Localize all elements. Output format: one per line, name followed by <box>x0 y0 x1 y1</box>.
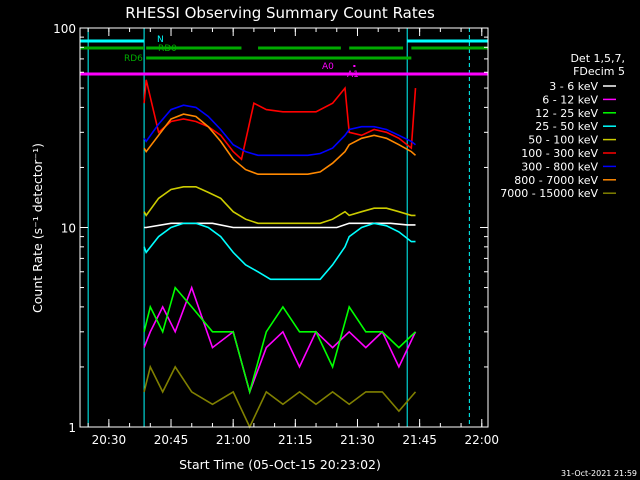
series-line-12-25-kev <box>143 285 417 395</box>
x-tick-label: 21:30 <box>340 433 375 447</box>
x-axis-label: Start Time (05-Oct-15 20:23:02) <box>179 457 381 472</box>
legend-label: 6 - 12 keV <box>542 93 598 106</box>
series-line-25-50-kev <box>143 222 416 281</box>
flag-label-a0: A0 <box>322 62 334 72</box>
legend-header-line: FDecim 5 <box>573 65 625 78</box>
flag-label-n: N <box>157 35 164 45</box>
legend-label: 25 - 50 keV <box>535 120 598 133</box>
series-line-100-300-kev <box>143 79 417 161</box>
legend-label: 3 - 6 keV <box>549 80 598 93</box>
legend-label: 800 - 7000 keV <box>514 174 598 187</box>
chart-title: RHESSI Observing Summary Count Rates <box>125 4 435 22</box>
series-group <box>143 79 417 429</box>
legend-header-line: Det 1,5,7, <box>570 52 625 65</box>
y-tick-label: 1 <box>68 421 76 435</box>
flag-label-rd6: RD6 <box>124 54 143 64</box>
series-line-800-7000-kev <box>143 113 417 175</box>
series-line-7000-15000-kev <box>143 364 417 429</box>
axes: 1 10 100 20:30 20:45 21:00 21:15 21:30 21:45 22:0… <box>53 22 499 447</box>
flag-label-rd0: RD0 <box>158 44 177 54</box>
x-tick-label: 20:30 <box>92 433 127 447</box>
x-tick-label: 21:00 <box>216 433 251 447</box>
x-tick-label: 21:45 <box>402 433 437 447</box>
legend-label: 50 - 100 keV <box>528 134 598 147</box>
series-line-50-100-kev <box>143 186 416 225</box>
timestamp-label: 31-Oct-2021 21:59 <box>561 469 637 478</box>
legend-label: 300 - 800 keV <box>521 160 598 173</box>
legend-label: 12 - 25 keV <box>535 107 598 120</box>
series-line-6-12-kev <box>143 285 417 395</box>
y-tick-label: 100 <box>53 22 76 36</box>
flag-label-a1: A1 <box>347 70 359 80</box>
legend-label: 7000 - 15000 keV <box>500 187 598 200</box>
x-tick-label: 21:15 <box>278 433 313 447</box>
x-tick-label: 20:45 <box>154 433 189 447</box>
series-line-300-800-kev <box>143 104 416 157</box>
x-tick-label: 22:00 <box>464 433 499 447</box>
y-axis-label: Count Rate (s⁻¹ detector⁻¹) <box>30 143 45 313</box>
legend-label: 100 - 300 keV <box>521 147 598 160</box>
y-tick-label: 10 <box>61 222 76 236</box>
